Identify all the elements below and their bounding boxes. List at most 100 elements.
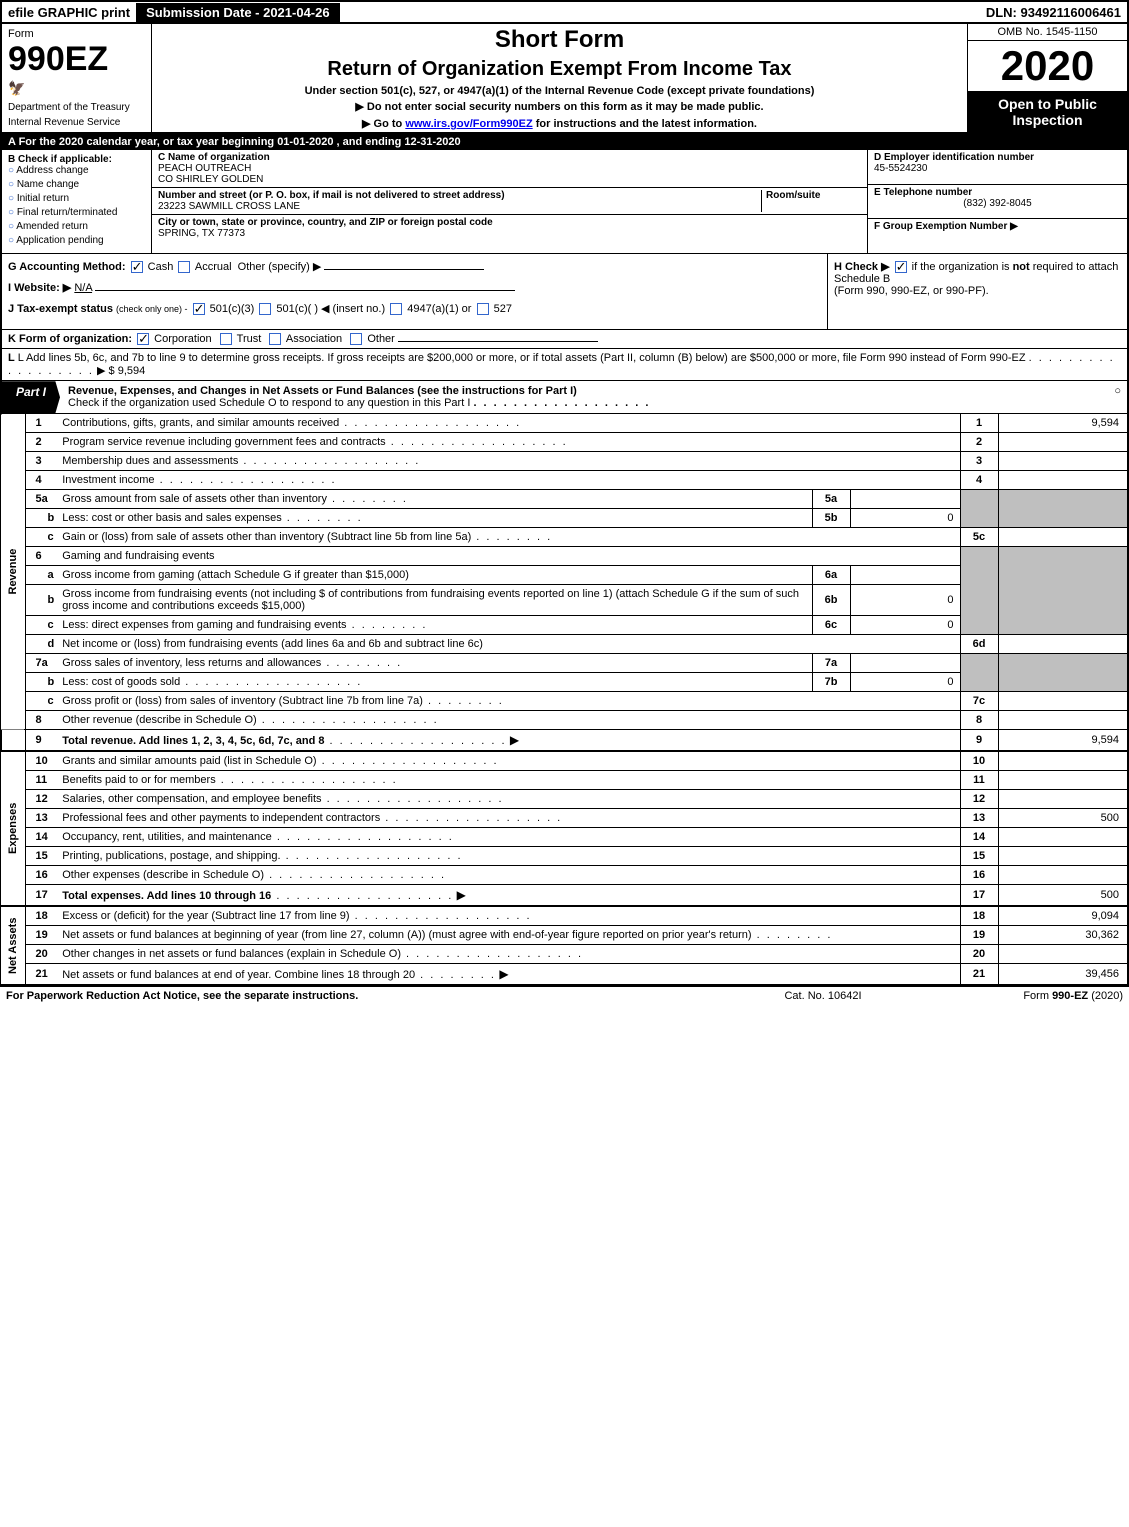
header-subtitle: Under section 501(c), 527, or 4947(a)(1)…: [160, 85, 959, 97]
ck-h[interactable]: [895, 261, 907, 273]
col-def: D Employer identification number 45-5524…: [867, 150, 1127, 253]
l7a-n: 7a: [25, 654, 58, 673]
l17-desc: Total expenses. Add lines 10 through 16: [62, 890, 271, 902]
g-accounting: G Accounting Method: Cash Accrual Other …: [8, 260, 821, 273]
l6c-mn: 6c: [812, 616, 850, 635]
l6-desc: Gaming and fundraising events: [58, 547, 960, 566]
l8-n: 8: [25, 711, 58, 730]
ck-initial-return[interactable]: Initial return: [8, 193, 145, 204]
h-not: not: [1013, 261, 1030, 273]
header-left: Form 990EZ 🦅 Department of the Treasury …: [2, 24, 152, 132]
irs-link[interactable]: www.irs.gov/Form990EZ: [405, 118, 532, 130]
street-label: Number and street (or P. O. box, if mail…: [158, 190, 505, 201]
entity-info-block: B Check if applicable: Address change Na…: [0, 150, 1129, 254]
ck-trust[interactable]: [220, 333, 232, 345]
c-name-row: C Name of organization PEACH OUTREACH co…: [152, 150, 867, 188]
l3-desc: Membership dues and assessments: [62, 455, 238, 467]
l13-rn: 13: [960, 809, 998, 828]
line-6: 6 Gaming and fundraising events: [1, 547, 1128, 566]
footer-r-pre: Form: [1023, 990, 1052, 1002]
l19-n: 19: [25, 926, 58, 945]
title-return: Return of Organization Exempt From Incom…: [160, 58, 959, 81]
line-1: Revenue 1 Contributions, gifts, grants, …: [1, 414, 1128, 433]
k-label: K Form of organization:: [8, 333, 132, 345]
tax-year: 2020: [968, 41, 1127, 92]
l20-desc: Other changes in net assets or fund bala…: [62, 948, 401, 960]
ck-address-change[interactable]: Address change: [8, 165, 145, 176]
l8-desc: Other revenue (describe in Schedule O): [62, 714, 256, 726]
l10-rv: [998, 751, 1128, 771]
l16-rn: 16: [960, 866, 998, 885]
l15-desc: Printing, publications, postage, and shi…: [62, 850, 280, 862]
header-right: OMB No. 1545-1150 2020 Open to Public In…: [967, 24, 1127, 132]
part1-check[interactable]: ○: [1108, 381, 1127, 413]
ck-name-change[interactable]: Name change: [8, 179, 145, 190]
line-20: 20 Other changes in net assets or fund b…: [1, 945, 1128, 964]
l19-rn: 19: [960, 926, 998, 945]
line-8: 8 Other revenue (describe in Schedule O)…: [1, 711, 1128, 730]
l13-n: 13: [25, 809, 58, 828]
ck-accrual[interactable]: [178, 261, 190, 273]
link-pre: Go to: [374, 118, 406, 130]
line-21: 21 Net assets or fund balances at end of…: [1, 964, 1128, 986]
line-11: 11 Benefits paid to or for members 11: [1, 771, 1128, 790]
l9-n: 9: [25, 730, 58, 752]
ck-501c3[interactable]: [193, 303, 205, 315]
submission-date-label: Submission Date - 2021-04-26: [136, 3, 340, 22]
l6a-n: a: [25, 566, 58, 585]
line-6c: c Less: direct expenses from gaming and …: [1, 616, 1128, 635]
l7c-rn: 7c: [960, 692, 998, 711]
l21-rv: 39,456: [998, 964, 1128, 986]
d-ein-label: D Employer identification number: [874, 152, 1034, 163]
h-txt1: if the organization is: [912, 261, 1013, 273]
e-phone-label: E Telephone number: [874, 187, 972, 198]
ck-527[interactable]: [477, 303, 489, 315]
ck-association[interactable]: [269, 333, 281, 345]
part1-check-line: Check if the organization used Schedule …: [68, 397, 470, 409]
col-b-checkboxes: B Check if applicable: Address change Na…: [2, 150, 152, 253]
line-6a: a Gross income from gaming (attach Sched…: [1, 566, 1128, 585]
part1-header: Part I Revenue, Expenses, and Changes in…: [0, 381, 1129, 414]
side-netassets: Net Assets: [1, 906, 25, 985]
ck-cash[interactable]: [131, 261, 143, 273]
efile-label[interactable]: efile GRAPHIC print: [2, 5, 136, 20]
l13-rv: 500: [998, 809, 1128, 828]
line-13: 13 Professional fees and other payments …: [1, 809, 1128, 828]
section-ghij: G Accounting Method: Cash Accrual Other …: [0, 254, 1129, 330]
c-street-row: Number and street (or P. O. box, if mail…: [152, 188, 867, 215]
l6b-mn: 6b: [812, 585, 850, 616]
l11-desc: Benefits paid to or for members: [62, 774, 215, 786]
l1-n: 1: [25, 414, 58, 433]
line-6b: b Gross income from fundraising events (…: [1, 585, 1128, 616]
ck-other[interactable]: [350, 333, 362, 345]
l9-rn: 9: [960, 730, 998, 752]
footer-r-post: (2020): [1088, 990, 1123, 1002]
ck-amended-return[interactable]: Amended return: [8, 221, 145, 232]
org-name: PEACH OUTREACH: [158, 163, 861, 174]
ck-final-return[interactable]: Final return/terminated: [8, 207, 145, 218]
part1-tag: Part I: [2, 381, 60, 413]
l5c-desc: Gain or (loss) from sale of assets other…: [62, 531, 471, 543]
l20-rn: 20: [960, 945, 998, 964]
l5-shade-rn: [960, 490, 998, 528]
l3-n: 3: [25, 452, 58, 471]
l2-rn: 2: [960, 433, 998, 452]
l9-rv: 9,594: [998, 730, 1128, 752]
k-corporation: Corporation: [154, 333, 211, 345]
l5b-n: b: [25, 509, 58, 528]
l12-rv: [998, 790, 1128, 809]
ck-application-pending[interactable]: Application pending: [8, 235, 145, 246]
irs-label: Internal Revenue Service: [8, 117, 145, 128]
ck-4947[interactable]: [390, 303, 402, 315]
j-501c: 501(c)( ) ◀ (insert no.): [276, 303, 385, 315]
l-text: L Add lines 5b, 6c, and 7b to line 9 to …: [18, 352, 1026, 364]
ck-corporation[interactable]: [137, 333, 149, 345]
l7b-mv: 0: [850, 673, 960, 692]
l7-shade-rv: [998, 654, 1128, 692]
top-bar: efile GRAPHIC print Submission Date - 20…: [0, 0, 1129, 24]
f-group-row: F Group Exemption Number ▶: [868, 219, 1127, 253]
link-post: for instructions and the latest informat…: [533, 118, 757, 130]
ck-501c[interactable]: [259, 303, 271, 315]
line-3: 3 Membership dues and assessments 3: [1, 452, 1128, 471]
l20-rv: [998, 945, 1128, 964]
